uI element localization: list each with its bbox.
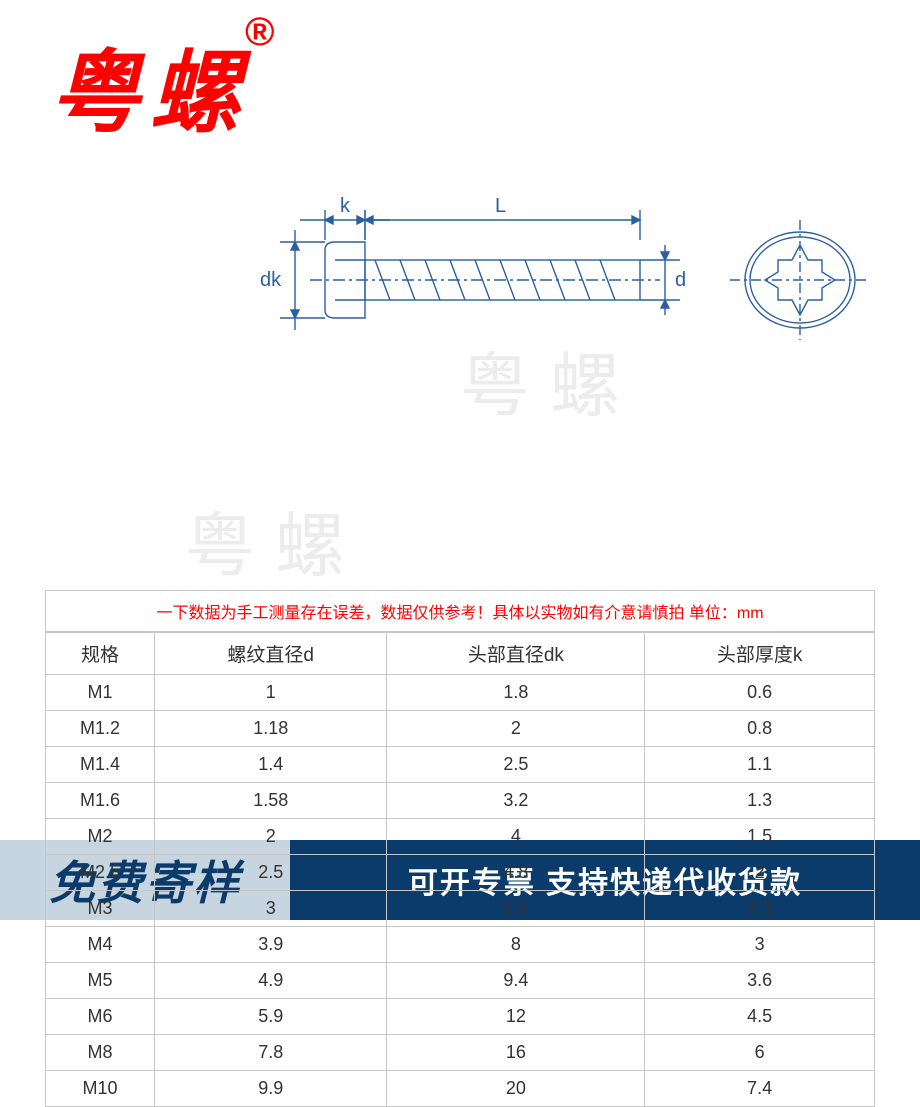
table-cell: M4 [46,927,155,963]
table-row: M2241.5 [46,819,875,855]
table-cell: 3.2 [387,783,645,819]
col-header: 规格 [46,633,155,675]
table-cell: 3.6 [645,963,875,999]
table-row: M1.21.1820.8 [46,711,875,747]
table-cell: 3.9 [154,927,387,963]
table-cell: M3 [46,891,155,927]
table-cell: 3 [645,927,875,963]
col-header: 螺纹直径d [154,633,387,675]
table-cell: 20 [387,1071,645,1107]
table-cell: 1.8 [387,675,645,711]
table-cell: 6 [645,1035,875,1071]
logo-text: 粤螺 [50,44,250,144]
spec-table: 规格 螺纹直径d 头部直径dk 头部厚度k M111.80.6M1.21.182… [45,632,875,1107]
col-header: 头部厚度k [645,633,875,675]
table-cell: 4.5 [645,999,875,1035]
table-cell: 12 [387,999,645,1035]
col-header: 头部直径dk [387,633,645,675]
registered-mark-icon: ® [245,10,284,54]
dim-L-label: L [495,195,506,217]
table-cell: 1.3 [645,783,875,819]
table-cell: 1.58 [154,783,387,819]
table-cell: 1.5 [645,819,875,855]
screw-diagram: k L [260,190,880,370]
table-cell: M2.5 [46,855,155,891]
dim-dk-label: dk [260,269,282,291]
table-cell: M1.2 [46,711,155,747]
table-cell: 2 [645,855,875,891]
table-cell: 2.5 [387,747,645,783]
table-cell: M10 [46,1071,155,1107]
table-cell: 8 [387,927,645,963]
table-cell: 1.18 [154,711,387,747]
table-cell: 4.9 [154,963,387,999]
spec-table-container: 一下数据为手工测量存在误差，数据仅供参考！具体以实物如有介意请慎拍 单位：mm … [45,590,875,1107]
table-cell: M8 [46,1035,155,1071]
table-cell: 9.9 [154,1071,387,1107]
table-cell: M1.6 [46,783,155,819]
table-cell: 5.5 [387,891,645,927]
table-cell: M6 [46,999,155,1035]
table-cell: 7.8 [154,1035,387,1071]
watermark: 粤螺 [185,490,365,591]
brand-logo: 粤螺® [50,20,920,150]
table-row: M109.9207.4 [46,1071,875,1107]
table-cell: 3 [154,891,387,927]
table-row: M2.52.54.82 [46,855,875,891]
table-cell: 1 [154,675,387,711]
table-row: M43.983 [46,927,875,963]
table-row: M1.61.583.21.3 [46,783,875,819]
table-cell: M1.4 [46,747,155,783]
table-cell: 9.4 [387,963,645,999]
table-row: M335.52.3 [46,891,875,927]
table-row: M87.8166 [46,1035,875,1071]
dim-k-label: k [340,195,351,217]
table-row: M54.99.43.6 [46,963,875,999]
table-cell: 5.9 [154,999,387,1035]
table-cell: 2.5 [154,855,387,891]
table-caption: 一下数据为手工测量存在误差，数据仅供参考！具体以实物如有介意请慎拍 单位：mm [45,590,875,632]
table-cell: 2 [387,711,645,747]
table-cell: 1.4 [154,747,387,783]
table-cell: M5 [46,963,155,999]
table-cell: 0.6 [645,675,875,711]
table-cell: M2 [46,819,155,855]
table-row: M1.41.42.51.1 [46,747,875,783]
table-header-row: 规格 螺纹直径d 头部直径dk 头部厚度k [46,633,875,675]
dim-d-label: d [675,269,686,291]
table-cell: 16 [387,1035,645,1071]
table-cell: 1.1 [645,747,875,783]
table-cell: 7.4 [645,1071,875,1107]
table-row: M65.9124.5 [46,999,875,1035]
table-cell: 4.8 [387,855,645,891]
table-row: M111.80.6 [46,675,875,711]
table-cell: 2 [154,819,387,855]
table-cell: 2.3 [645,891,875,927]
table-cell: 0.8 [645,711,875,747]
table-cell: 4 [387,819,645,855]
table-cell: M1 [46,675,155,711]
